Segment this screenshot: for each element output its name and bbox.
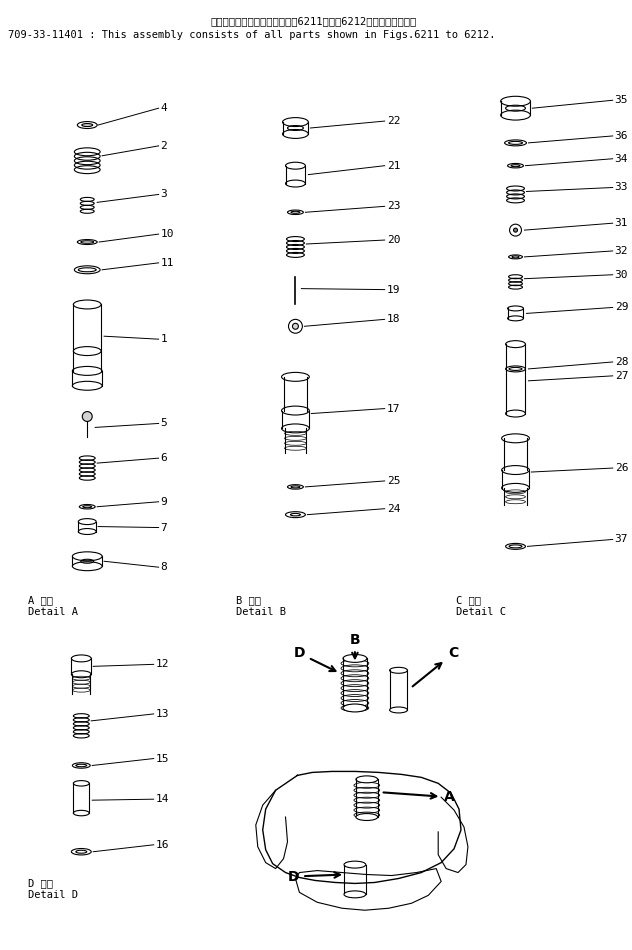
Text: 13: 13 <box>155 709 169 719</box>
Text: 27: 27 <box>615 370 628 381</box>
Ellipse shape <box>356 776 378 783</box>
Text: 1: 1 <box>161 334 167 344</box>
Text: D: D <box>294 646 336 671</box>
Text: 3: 3 <box>161 189 167 200</box>
Text: 36: 36 <box>615 131 628 141</box>
Text: Detail B: Detail B <box>236 607 286 617</box>
Text: このアセンブリの構成部品は囶6211図かつ6212図まで含みます。: このアセンブリの構成部品は囶6211図かつ6212図まで含みます。 <box>210 16 416 26</box>
Text: B 詳細: B 詳細 <box>236 595 261 605</box>
Ellipse shape <box>344 891 366 898</box>
Text: 6: 6 <box>161 453 167 464</box>
Circle shape <box>293 323 298 330</box>
Text: 22: 22 <box>387 116 400 126</box>
Ellipse shape <box>389 707 408 712</box>
Text: 5: 5 <box>161 418 167 428</box>
Text: 15: 15 <box>155 753 169 764</box>
Text: 8: 8 <box>161 562 167 572</box>
Text: 9: 9 <box>161 497 167 506</box>
Polygon shape <box>438 797 468 872</box>
Text: D: D <box>288 869 340 884</box>
Text: 12: 12 <box>155 659 169 670</box>
Text: 17: 17 <box>387 404 400 413</box>
Text: 16: 16 <box>155 840 169 850</box>
Text: 4: 4 <box>161 104 167 113</box>
Ellipse shape <box>82 124 93 126</box>
Ellipse shape <box>344 861 366 868</box>
Text: Detail C: Detail C <box>456 607 506 617</box>
Text: A: A <box>384 790 455 805</box>
Text: 709-33-11401 : This assembly consists of all parts shown in Figs.6211 to 6212.: 709-33-11401 : This assembly consists of… <box>8 29 495 40</box>
Polygon shape <box>256 790 288 868</box>
Circle shape <box>514 228 518 232</box>
Text: 25: 25 <box>387 476 400 486</box>
Text: 10: 10 <box>161 229 174 239</box>
Text: 29: 29 <box>615 302 628 313</box>
Text: 34: 34 <box>615 154 628 163</box>
Text: C 詳細: C 詳細 <box>456 595 481 605</box>
Text: C: C <box>413 646 458 687</box>
Ellipse shape <box>356 813 378 821</box>
Text: 24: 24 <box>387 504 400 514</box>
Text: 2: 2 <box>161 141 167 151</box>
Text: 33: 33 <box>615 182 628 193</box>
Text: 26: 26 <box>615 463 628 473</box>
Circle shape <box>82 411 92 422</box>
Polygon shape <box>263 771 461 884</box>
Text: 28: 28 <box>615 357 628 367</box>
Ellipse shape <box>343 704 367 712</box>
Text: 23: 23 <box>387 201 400 211</box>
Ellipse shape <box>389 667 408 674</box>
Text: 19: 19 <box>387 285 400 294</box>
Text: 35: 35 <box>615 95 628 105</box>
Text: 30: 30 <box>615 270 628 279</box>
Text: 37: 37 <box>615 535 628 544</box>
Text: 14: 14 <box>155 794 169 805</box>
Polygon shape <box>295 868 441 910</box>
Ellipse shape <box>343 655 367 662</box>
Ellipse shape <box>73 300 101 309</box>
Text: 20: 20 <box>387 235 400 245</box>
Text: Detail D: Detail D <box>28 890 78 901</box>
Text: 7: 7 <box>161 522 167 533</box>
Text: 32: 32 <box>615 246 628 256</box>
Text: 11: 11 <box>161 257 174 268</box>
Text: D 詳細: D 詳細 <box>28 879 52 888</box>
Text: A 詳細: A 詳細 <box>28 595 52 605</box>
Text: 31: 31 <box>615 218 628 228</box>
Text: B: B <box>349 633 360 658</box>
Text: 18: 18 <box>387 314 400 324</box>
Text: Detail A: Detail A <box>28 607 78 617</box>
Text: 21: 21 <box>387 161 400 171</box>
